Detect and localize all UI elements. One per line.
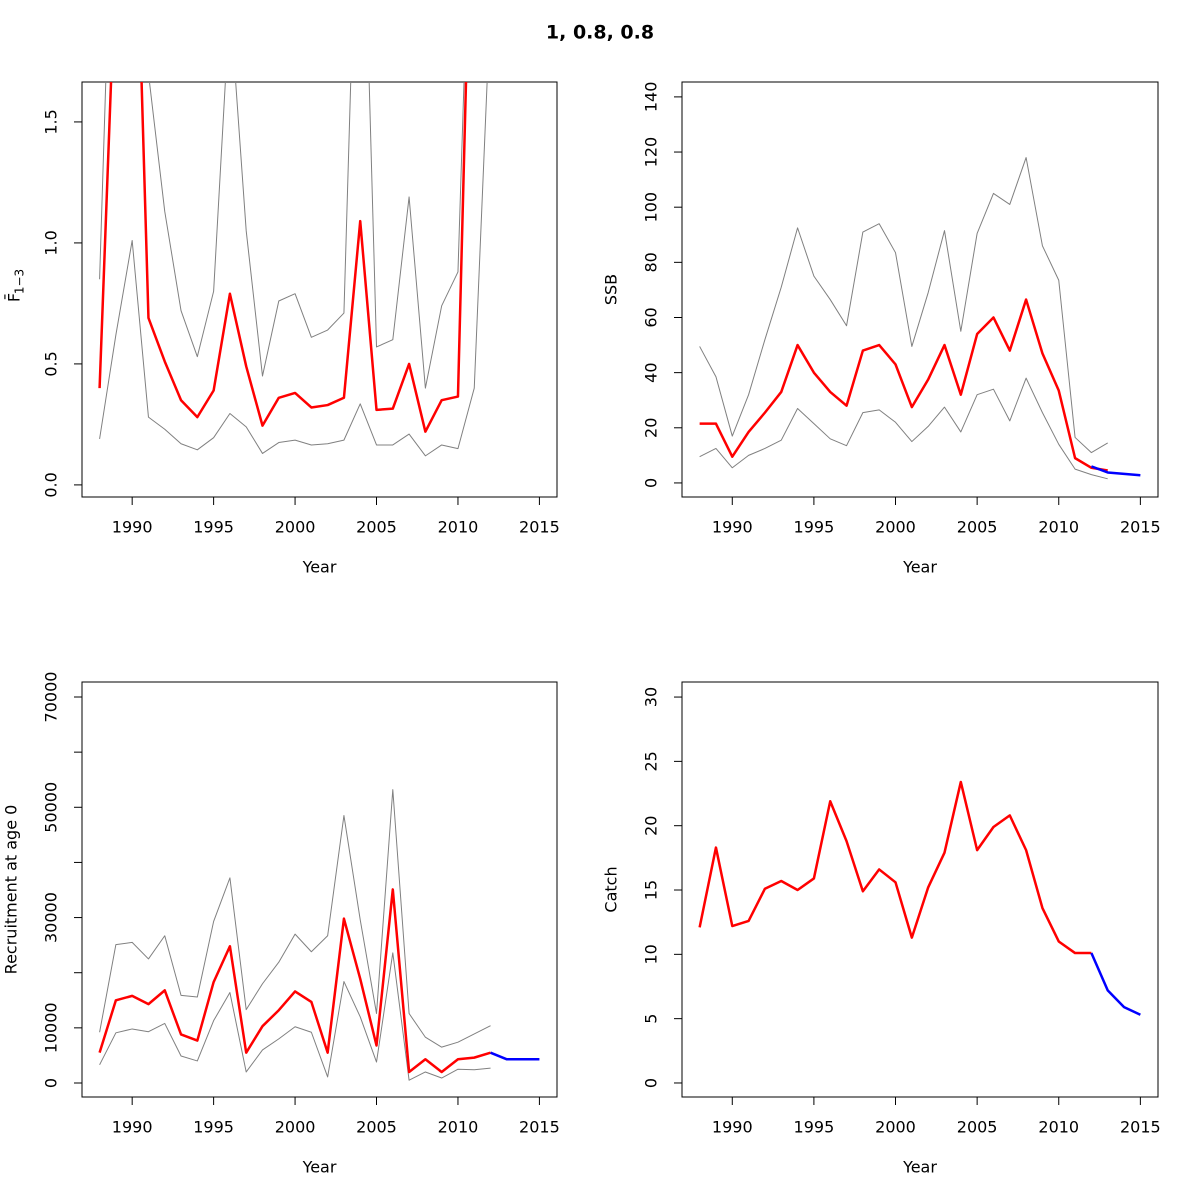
x-axis-label: Year xyxy=(902,558,937,577)
x-tick-label: 2005 xyxy=(957,1118,998,1137)
y-tick-label: 15 xyxy=(642,880,661,900)
y-tick-label: 0.5 xyxy=(42,351,61,376)
series-line xyxy=(99,789,491,1048)
series-line xyxy=(99,82,465,389)
y-tick-label: 10 xyxy=(642,944,661,964)
series-line xyxy=(490,1051,540,1061)
series-line xyxy=(1090,952,1141,1016)
x-tick-label: 1990 xyxy=(112,518,153,537)
y-tick-label: 5 xyxy=(642,1014,661,1024)
plot-box xyxy=(681,681,1159,1098)
x-tick-label: 2005 xyxy=(356,518,397,537)
y-tick-label: 140 xyxy=(642,82,661,113)
y-tick-label: 30000 xyxy=(42,892,61,943)
y-axis-label: Catch xyxy=(602,866,621,912)
plot-box xyxy=(81,81,558,498)
series-line xyxy=(99,82,488,457)
series-line xyxy=(699,298,1108,472)
x-tick-label: 2010 xyxy=(1038,518,1079,537)
plot-box xyxy=(81,681,558,1098)
x-tick-label: 2010 xyxy=(1038,1118,1079,1137)
y-axis-label-subscript: 1−3 xyxy=(13,269,27,294)
y-axis-label: Recruitment at age 0 xyxy=(2,805,21,975)
y-tick-label: 60 xyxy=(642,307,661,327)
x-axis-label: Year xyxy=(902,1158,937,1177)
y-tick-label: 1.5 xyxy=(42,109,61,134)
x-tick-label: 1995 xyxy=(193,518,234,537)
series-line xyxy=(699,377,1108,480)
x-tick-label: 2005 xyxy=(957,518,998,537)
x-tick-label: 2005 xyxy=(356,1118,397,1137)
x-tick-label: 2010 xyxy=(438,1118,479,1137)
x-axis-label: Year xyxy=(302,1158,337,1177)
y-tick-label: 80 xyxy=(642,252,661,272)
x-tick-label: 1990 xyxy=(112,1118,153,1137)
y-tick-label: 0 xyxy=(42,1078,61,1088)
panel: 1990 1995 2000 2005 2010 2015 0 5 10 15 20 25 30 Year… xyxy=(602,681,1161,1177)
y-tick-label: 25 xyxy=(642,751,661,771)
y-tick-label: 10000 xyxy=(42,1002,61,1053)
x-tick-label: 2015 xyxy=(519,518,560,537)
x-tick-label: 1995 xyxy=(794,518,835,537)
series-line xyxy=(1090,465,1141,477)
y-tick-label: 20 xyxy=(642,418,661,438)
panel: 1990 1995 2000 2005 2010 2015 0.0 0.5 1.0 1.5 Year… xyxy=(5,81,560,577)
x-tick-label: 1990 xyxy=(712,518,753,537)
series-line xyxy=(698,780,1092,955)
y-tick-label: 40 xyxy=(642,362,661,382)
panel: 1990 1995 2000 2005 2010 2015 0 10000 30000 50000… xyxy=(2,672,560,1177)
figure-title: 1, 0.8, 0.8 xyxy=(546,22,654,44)
x-tick-label: 1990 xyxy=(712,1118,753,1137)
x-tick-label: 2010 xyxy=(438,518,479,537)
plot-box xyxy=(681,81,1159,498)
y-tick-label: 100 xyxy=(642,192,661,223)
y-tick-label: 0 xyxy=(642,1078,661,1088)
y-tick-label: 0 xyxy=(642,478,661,488)
x-tick-label: 2015 xyxy=(1120,1118,1161,1137)
series-line xyxy=(98,82,468,433)
y-axis-label: F̄ xyxy=(5,293,24,302)
x-tick-label: 2000 xyxy=(275,518,316,537)
y-axis-label: SSB xyxy=(602,274,621,305)
series-line xyxy=(699,157,1108,454)
y-tick-label: 70000 xyxy=(42,672,61,723)
x-tick-label: 2015 xyxy=(519,1118,560,1137)
x-tick-label: 2015 xyxy=(1120,518,1161,537)
series-line xyxy=(98,888,491,1074)
panel: 1990 1995 2000 2005 2010 2015 0 20 40 60 80 100 120 1… xyxy=(602,81,1161,577)
x-tick-label: 1995 xyxy=(794,1118,835,1137)
x-tick-label: 1995 xyxy=(193,1118,234,1137)
y-tick-label: 20 xyxy=(642,816,661,836)
y-tick-label: 50000 xyxy=(42,782,61,833)
x-tick-label: 2000 xyxy=(275,1118,316,1137)
series-line xyxy=(99,952,491,1081)
x-tick-label: 2000 xyxy=(875,1118,916,1137)
y-tick-label: 1.0 xyxy=(42,230,61,255)
y-tick-label: 120 xyxy=(642,137,661,168)
x-tick-label: 2000 xyxy=(875,518,916,537)
y-tick-label: 0.0 xyxy=(42,472,61,497)
y-tick-label: 30 xyxy=(642,687,661,707)
x-axis-label: Year xyxy=(302,558,337,577)
